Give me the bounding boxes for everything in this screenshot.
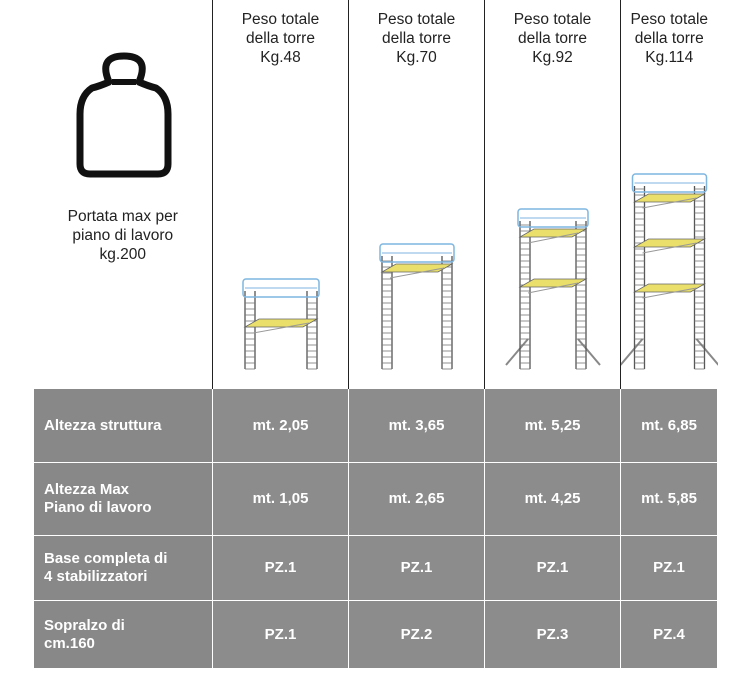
row-value: mt. 2,05 — [212, 388, 349, 463]
column-title-line: Kg.70 — [396, 49, 437, 66]
row-value: PZ.1 — [620, 535, 718, 601]
row-label: Altezza Max Piano di lavoro — [33, 462, 213, 536]
column-box: Peso totale della torre Kg.92 — [485, 0, 620, 388]
row-label-line: cm.160 — [44, 634, 95, 652]
caption-line: piano di lavoro — [72, 227, 174, 244]
scaffold-image — [242, 278, 320, 370]
row-value: mt. 5,85 — [620, 462, 718, 536]
row-value: PZ.1 — [484, 535, 621, 601]
row-value: mt. 1,05 — [212, 462, 349, 536]
column-header: Peso totale della torre Kg.114 — [620, 0, 718, 389]
data-row: Altezza struttura mt. 2,05 mt. 3,65 mt. 5,2… — [33, 388, 718, 463]
column-title-line: Peso totale — [630, 11, 709, 28]
column-box: Peso totale della torre Kg.70 — [349, 0, 484, 388]
table-wrap: Portata max per piano di lavoro kg.200 Peso… — [33, 0, 718, 669]
column-title: Peso totale della torre Kg.70 — [349, 0, 484, 67]
scaffold-image — [505, 208, 601, 370]
column-box: Peso totale della torre Kg.48 — [213, 0, 348, 388]
row-value: PZ.3 — [484, 600, 621, 669]
row-label-line: Altezza struttura — [44, 416, 162, 434]
column-title-line: della torre — [246, 30, 315, 47]
column-title-line: della torre — [634, 30, 704, 47]
row-label-line: Sopralzo di — [44, 616, 125, 634]
row-value: PZ.2 — [348, 600, 485, 669]
caption-cell: Portata max per piano di lavoro kg.200 — [33, 0, 213, 389]
caption-text: Portata max per piano di lavoro kg.200 — [34, 207, 213, 264]
column-title: Peso totale della torre Kg.114 — [621, 0, 718, 67]
column-title-line: Peso totale — [241, 11, 320, 28]
row-label-line: Altezza Max — [44, 481, 130, 498]
column-title-line: Peso totale — [377, 11, 456, 28]
row-value: PZ.4 — [620, 600, 718, 669]
header-row: Portata max per piano di lavoro kg.200 Peso… — [33, 0, 718, 389]
row-value: PZ.1 — [212, 600, 349, 669]
row-value: mt. 6,85 — [620, 388, 718, 463]
column-title-line: Kg.92 — [532, 49, 573, 66]
row-label: Base completa di 4 stabilizzatori — [33, 535, 213, 601]
row-value: PZ.1 — [212, 535, 349, 601]
row-value: mt. 4,25 — [484, 462, 621, 536]
caption-line: Portata max per — [67, 208, 178, 225]
column-header: Peso totale della torre Kg.92 — [484, 0, 621, 389]
column-title-line: della torre — [518, 30, 587, 47]
row-label: Altezza struttura — [33, 388, 213, 463]
column-title-line: Kg.48 — [260, 49, 301, 66]
data-row: Base completa di 4 stabilizzatori PZ.1 PZ.1… — [33, 535, 718, 601]
column-title: Peso totale della torre Kg.92 — [485, 0, 620, 67]
row-label: Sopralzo di cm.160 — [33, 600, 213, 669]
row-value: mt. 5,25 — [484, 388, 621, 463]
data-row: Sopralzo di cm.160 PZ.1 PZ.2 PZ.3 PZ.4 — [33, 600, 718, 669]
row-label-line: Base completa di — [44, 550, 168, 567]
data-row: Altezza Max Piano di lavoro mt. 1,05 mt. 2,… — [33, 462, 718, 536]
column-title: Peso totale della torre Kg.48 — [213, 0, 348, 67]
scaffold-image — [621, 173, 718, 370]
column-title-line: della torre — [382, 30, 451, 47]
row-label-line: Piano di lavoro — [44, 499, 152, 516]
scaffold-image — [379, 243, 455, 370]
row-label-line: 4 stabilizzatori — [44, 568, 148, 585]
column-box: Peso totale della torre Kg.114 — [621, 0, 718, 388]
caption-box: Portata max per piano di lavoro kg.200 — [34, 0, 213, 388]
caption-line: kg.200 — [99, 246, 147, 263]
column-title-line: Kg.114 — [645, 49, 694, 66]
weight-icon — [76, 52, 171, 178]
row-value: PZ.1 — [348, 535, 485, 601]
row-value: mt. 3,65 — [348, 388, 485, 463]
row-value: mt. 2,65 — [348, 462, 485, 536]
column-title-line: Peso totale — [513, 11, 592, 28]
column-header: Peso totale della torre Kg.48 — [212, 0, 349, 389]
spec-table: Portata max per piano di lavoro kg.200 Peso… — [33, 0, 718, 669]
column-header: Peso totale della torre Kg.70 — [348, 0, 485, 389]
